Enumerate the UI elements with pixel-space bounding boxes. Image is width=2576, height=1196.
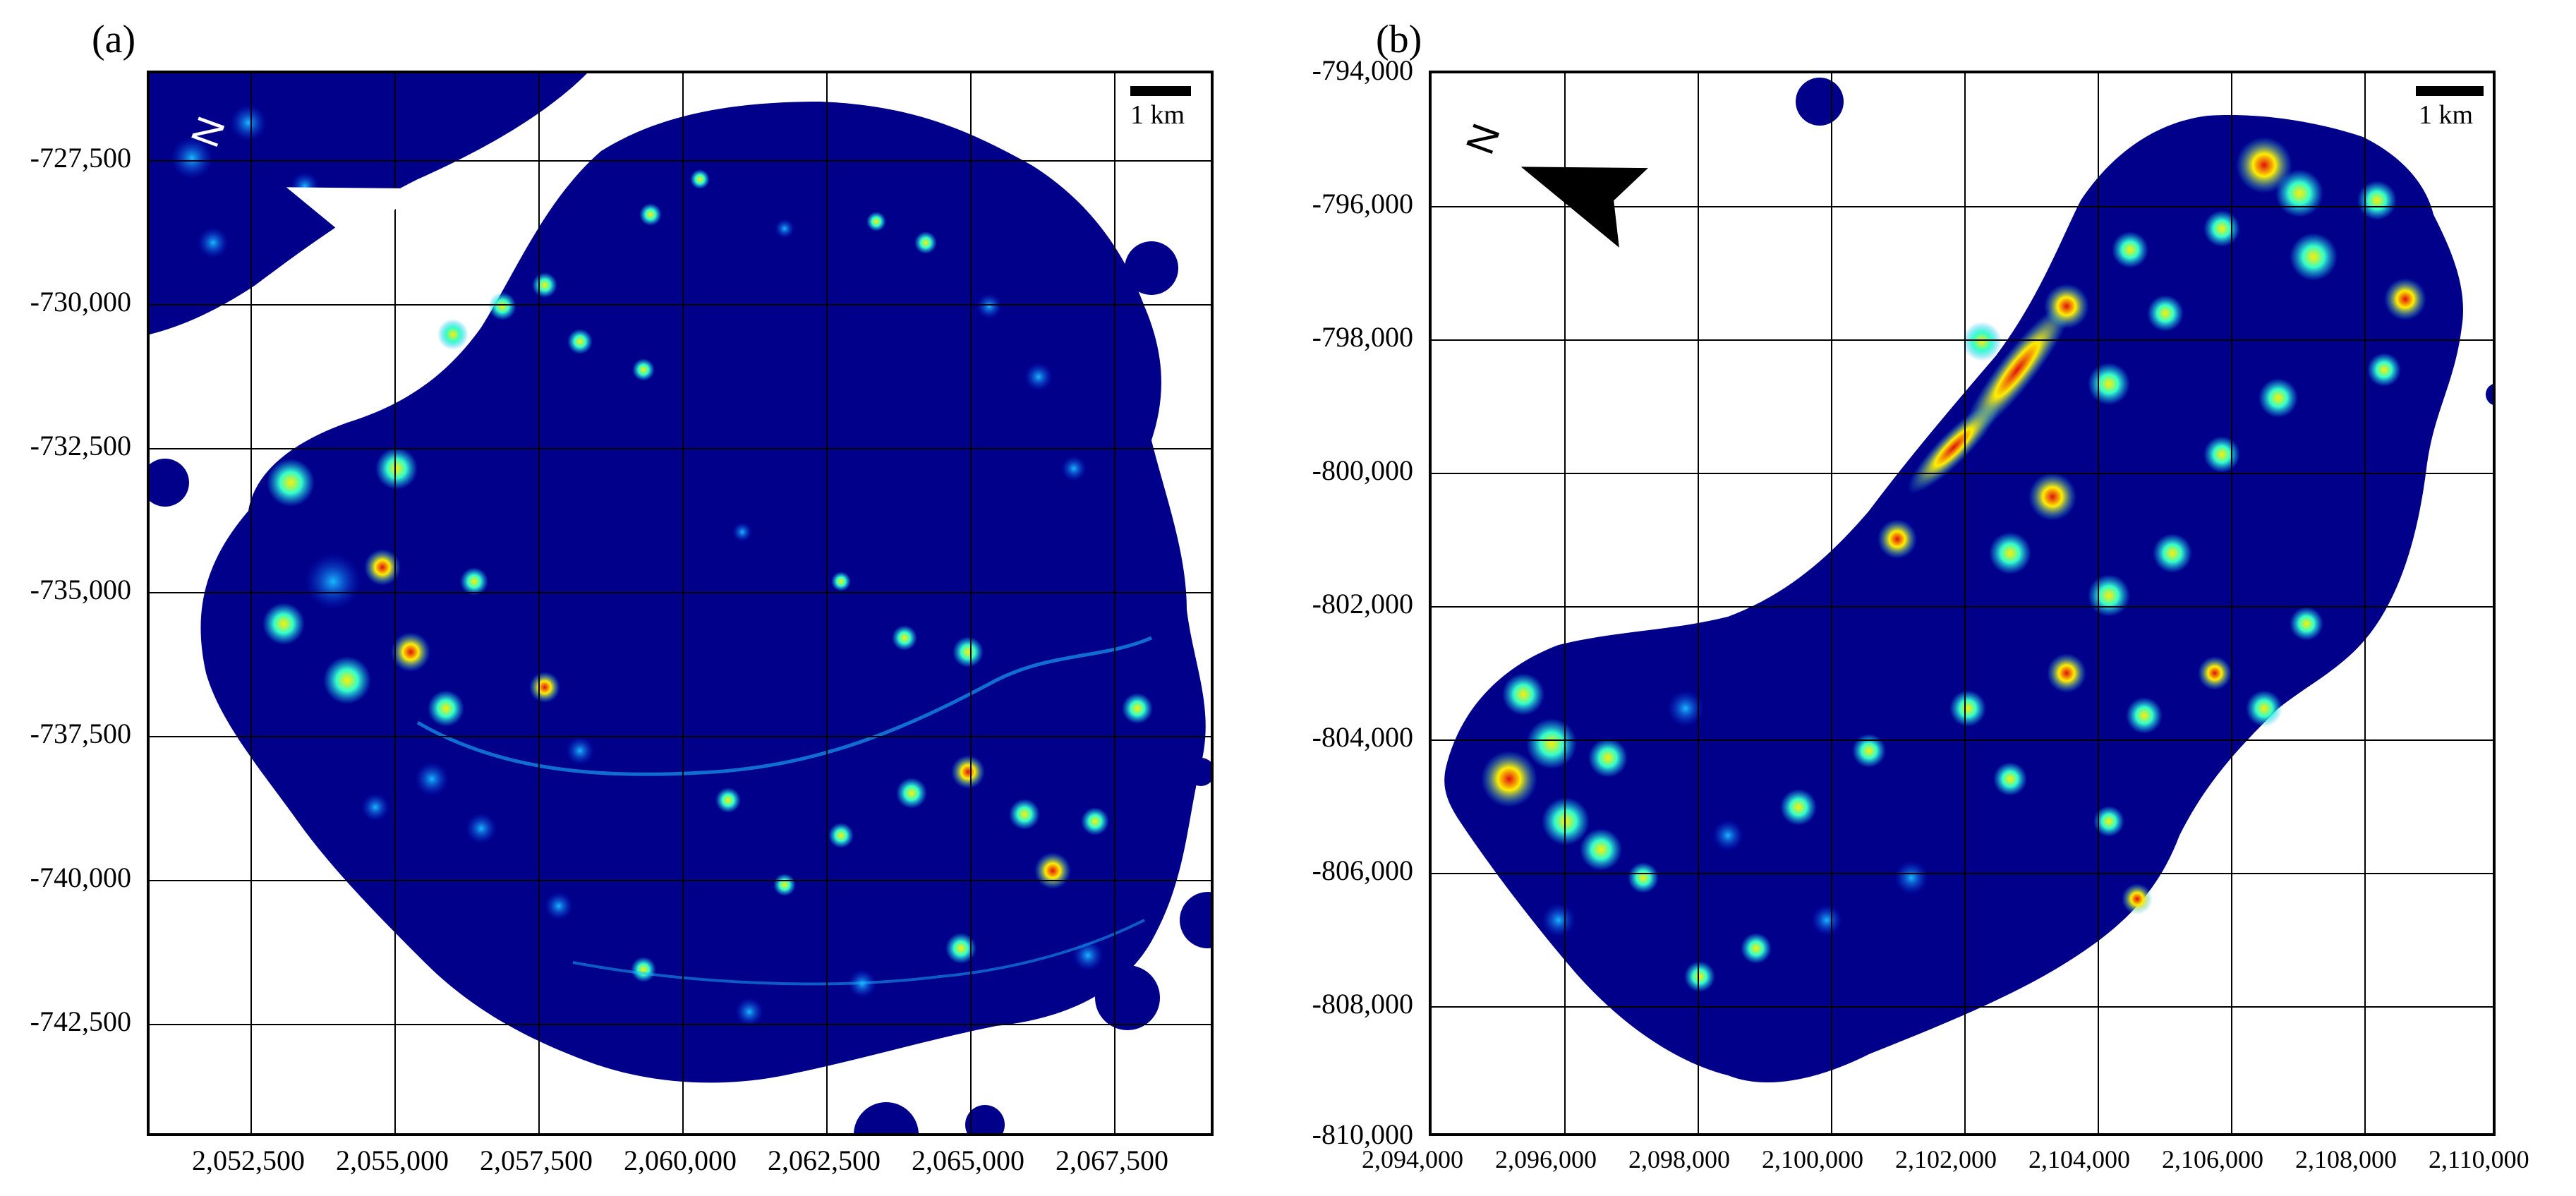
x-tick-b-1: 2,096,000: [1495, 1145, 1597, 1173]
north-arrow-a-icon: [286, 187, 418, 271]
y-tick-a-2: -732,500: [30, 430, 131, 461]
x-tick-a-2: 2,057,500: [480, 1144, 593, 1176]
x-tick-a-3: 2,060,000: [624, 1144, 737, 1176]
road-line-a-south: [572, 919, 1145, 986]
north-label-b: N: [1457, 118, 1508, 160]
islet-west: [150, 459, 189, 507]
map-a-grid: [150, 73, 1211, 1133]
islet-southeast-1: [1095, 965, 1160, 1030]
x-tick-b-6: 2,106,000: [2162, 1145, 2263, 1173]
y-tick-b-5: -804,000: [1312, 721, 1413, 753]
islet-east-1: [1187, 758, 1211, 786]
x-tick-b-4: 2,102,000: [1895, 1145, 1997, 1173]
landmass-northwest-hotspots: [171, 104, 319, 258]
panel-a-label: (a): [92, 18, 136, 61]
y-tick-a-3: -735,000: [30, 574, 131, 605]
y-tick-a-0: -727,500: [30, 142, 131, 174]
x-axis-b: 2,094,000 2,096,000 2,098,000 2,100,000 …: [1362, 1147, 2576, 1182]
north-arrow-b: N: [1457, 118, 1648, 248]
y-tick-a-6: -742,500: [30, 1005, 131, 1037]
panel-b-label: (b): [1376, 18, 1422, 61]
x-tick-b-3: 2,100,000: [1762, 1145, 1863, 1173]
y-tick-b-4: -802,000: [1312, 588, 1413, 620]
island-b-north-tip: [2172, 116, 2222, 158]
north-arrow-a: N: [182, 111, 418, 271]
x-tick-b-8: 2,110,000: [2429, 1145, 2529, 1173]
islet-south-2: [965, 1105, 1005, 1133]
y-tick-a-4: -737,500: [30, 718, 131, 749]
y-tick-a-5: -740,000: [30, 862, 131, 893]
island-main-a-hotspots: [262, 169, 1153, 1026]
x-tick-b-2: 2,098,000: [1628, 1145, 1730, 1173]
islet-east-b: [2486, 384, 2493, 405]
scale-bar-b-line: [2416, 86, 2484, 96]
x-tick-a-4: 2,062,500: [768, 1144, 881, 1176]
scale-bar-b: 1 km: [2416, 86, 2493, 143]
y-tick-a-1: -730,000: [30, 286, 131, 318]
island-main-b: [1444, 115, 2463, 1083]
y-tick-b-8: -810,000: [1312, 1118, 1413, 1150]
y-tick-b-7: -808,000: [1312, 988, 1413, 1020]
x-tick-a-1: 2,055,000: [336, 1144, 449, 1176]
islet-northeast: [1125, 241, 1178, 295]
scale-bar-a: 1 km: [1130, 86, 1211, 143]
y-tick-b-2: -798,000: [1312, 321, 1413, 353]
map-panel-a[interactable]: N 1 km: [147, 71, 1214, 1136]
x-tick-a-5: 2,065,000: [912, 1144, 1024, 1176]
x-tick-a-0: 2,052,500: [192, 1144, 305, 1176]
x-tick-b-5: 2,104,000: [2028, 1145, 2130, 1173]
scale-bar-a-line: [1130, 86, 1191, 96]
scale-bar-b-label: 1 km: [2419, 100, 2474, 130]
islet-south-1: [854, 1102, 919, 1133]
islet-east-2: [1180, 892, 1211, 948]
y-tick-b-1: -796,000: [1312, 188, 1413, 219]
x-tick-b-0: 2,094,000: [1362, 1145, 1463, 1173]
north-label-a: N: [182, 111, 234, 153]
y-tick-b-3: -800,000: [1312, 454, 1413, 486]
north-arrow-b-icon: [1520, 167, 1648, 248]
x-tick-b-7: 2,108,000: [2295, 1145, 2397, 1173]
map-panel-b[interactable]: N 1 km: [1429, 71, 2496, 1136]
y-tick-b-6: -806,000: [1312, 854, 1413, 886]
map-b-grid: [1432, 73, 2493, 1133]
scale-bar-a-label: 1 km: [1130, 100, 1185, 130]
x-tick-a-6: 2,067,500: [1056, 1144, 1168, 1176]
y-tick-b-0: -794,000: [1312, 54, 1413, 86]
